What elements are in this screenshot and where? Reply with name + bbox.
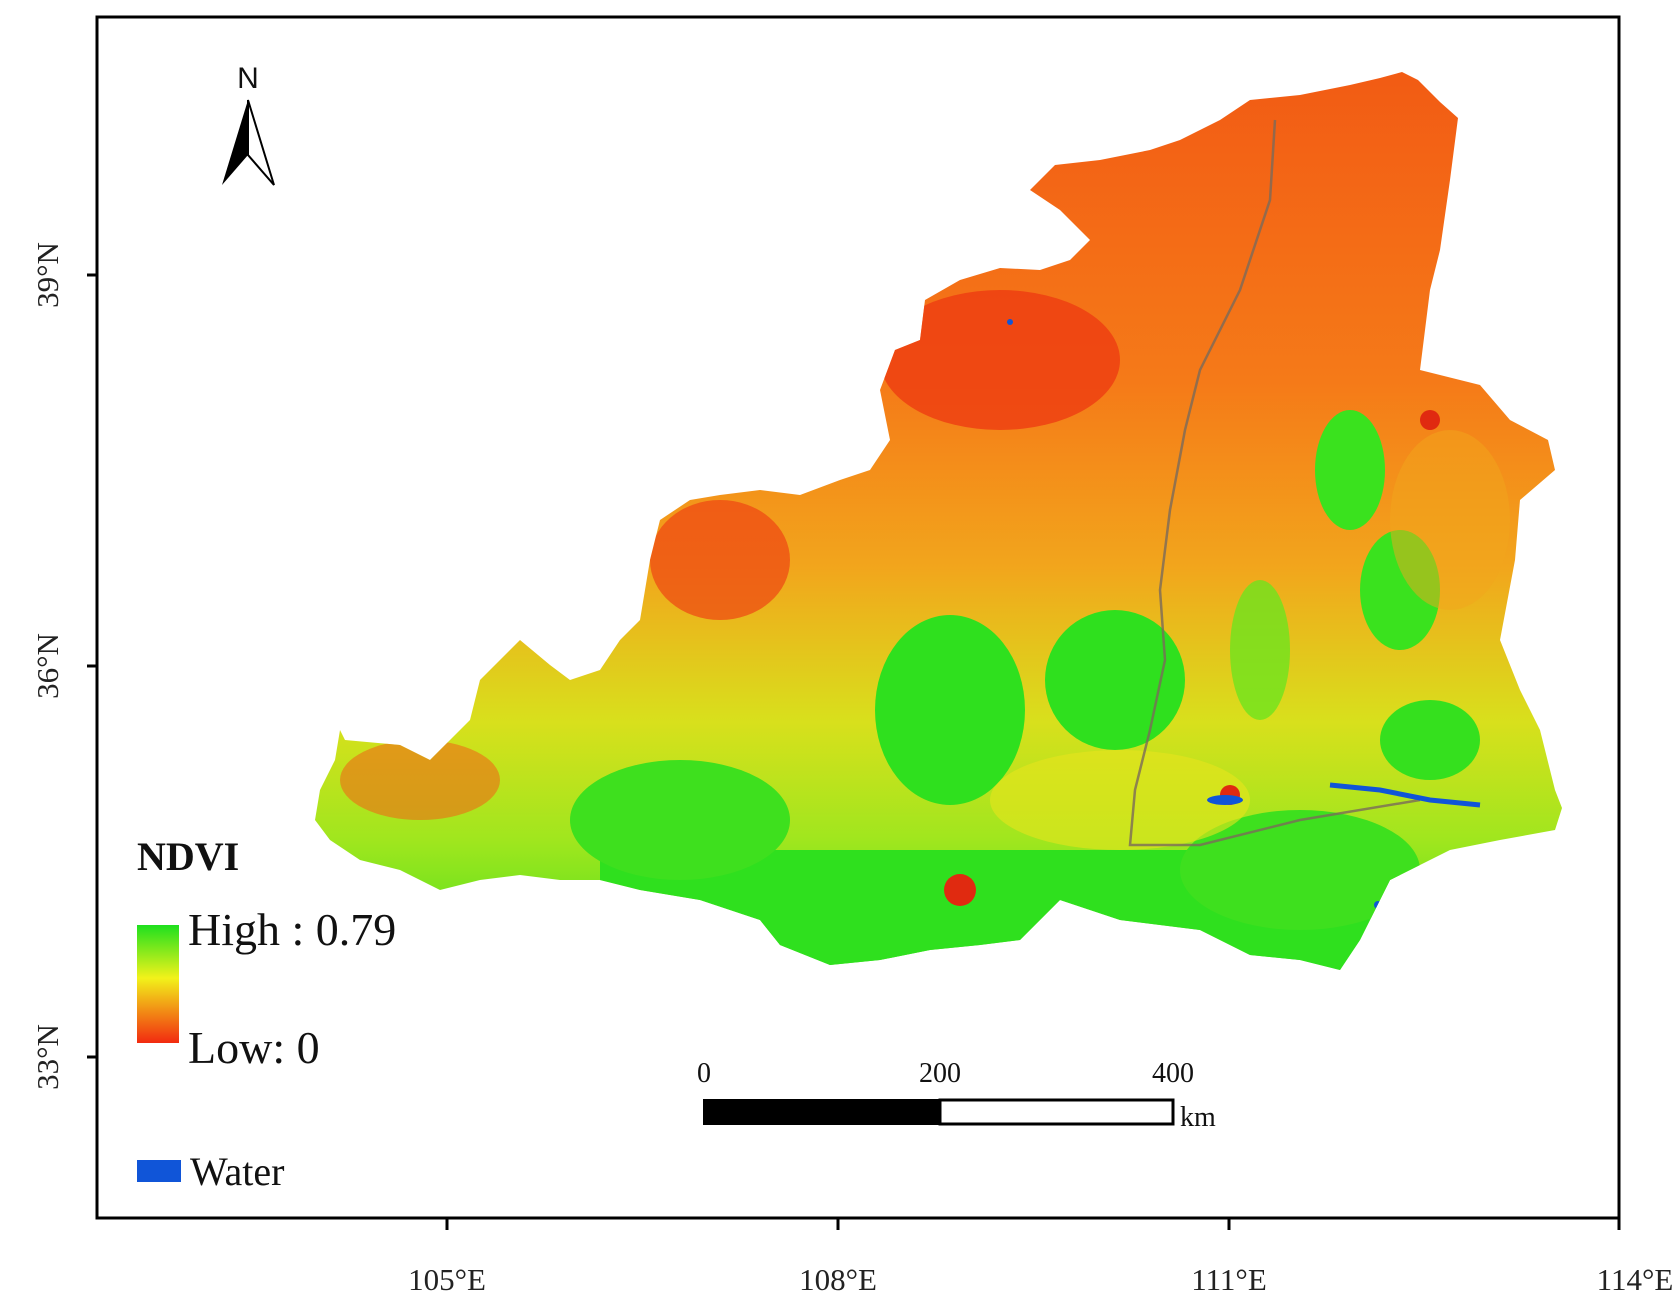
scale-tick-0: 0 [697,1058,711,1089]
y-tick-label-36N: 36°N [30,633,65,699]
y-axis: 39°N 36°N 33°N [30,242,97,1090]
legend-water-swatch [137,1160,181,1182]
scale-bar: 0 200 400 km [697,1058,1216,1133]
legend-water-label: Water [190,1149,285,1194]
x-tick-label-108E: 108°E [799,1262,877,1297]
x-axis: 105°E 108°E 111°E 114°E [408,1218,1673,1297]
legend-low-label: Low: 0 [188,1022,320,1073]
y-tick-label-39N: 39°N [30,242,65,308]
legend: NDVI High : 0.79 Low: 0 Water [137,834,396,1194]
scale-tick-400: 400 [1152,1058,1194,1089]
ndvi-region [315,72,1562,970]
legend-high-label: High : 0.79 [188,904,396,955]
north-label: N [237,62,259,95]
map-frame [95,15,1621,1220]
x-tick-label-111E: 111°E [1191,1262,1267,1297]
legend-colorbar [137,925,179,1043]
x-tick-label-114E: 114°E [1597,1262,1673,1297]
north-arrow-icon: N [222,62,275,186]
scale-tick-200: 200 [919,1058,961,1089]
scale-unit: km [1180,1102,1216,1133]
legend-title: NDVI [137,834,239,879]
y-tick-label-33N: 33°N [30,1024,65,1090]
x-tick-label-105E: 105°E [408,1262,486,1297]
